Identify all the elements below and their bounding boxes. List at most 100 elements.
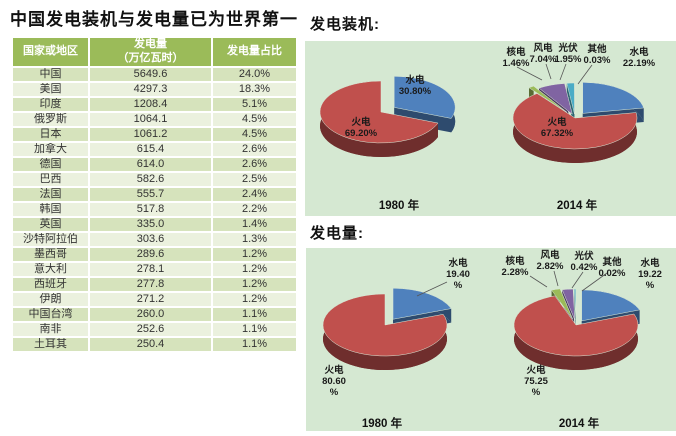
share-cell: 1.2% bbox=[211, 260, 298, 278]
share-cell: 2.5% bbox=[211, 170, 298, 188]
generation-cell: 252.6 bbox=[88, 320, 213, 338]
year-label: 2014 年 bbox=[558, 418, 600, 430]
country-cell: 意大利 bbox=[11, 260, 90, 278]
pie-slice bbox=[573, 288, 577, 321]
share-cell: 1.2% bbox=[211, 275, 298, 293]
year-label: 2014 年 bbox=[556, 200, 598, 212]
country-cell: 韩国 bbox=[11, 200, 90, 218]
share-cell: 4.5% bbox=[211, 110, 298, 128]
generation-cell: 1064.1 bbox=[88, 110, 213, 128]
slice-label: 其他 0.02% bbox=[598, 257, 626, 280]
page-title: 中国发电装机与发电量已为世界第一 bbox=[10, 10, 298, 29]
label-leader-line bbox=[516, 66, 543, 81]
share-cell: 2.6% bbox=[211, 155, 298, 173]
table-row: 伊朗 271.2 1.2% bbox=[11, 290, 298, 308]
label-leader-line bbox=[529, 275, 548, 288]
country-cell: 西班牙 bbox=[11, 275, 90, 293]
share-cell: 24.0% bbox=[211, 65, 298, 83]
share-cell: 4.5% bbox=[211, 125, 298, 143]
pie-slice bbox=[319, 80, 439, 144]
output-charts-panel: 水电 19.40 % 火电 80.60 % 1980 年 核电 2.28% 风电 2.8… bbox=[306, 248, 676, 431]
col-header-generation: 发电量 （万亿瓦时） bbox=[88, 36, 213, 68]
year-label: 1980 年 bbox=[361, 418, 403, 430]
country-cell: 中国 bbox=[11, 65, 90, 83]
pie-chart-canvas bbox=[319, 63, 645, 163]
pie-slice bbox=[581, 289, 641, 322]
pie-slice bbox=[528, 85, 568, 113]
slice-label: 核电 1.46% bbox=[502, 47, 530, 70]
country-cell: 墨西哥 bbox=[11, 245, 90, 263]
table-row: 土耳其 250.4 1.1% bbox=[11, 335, 298, 353]
pie-slice bbox=[561, 288, 576, 321]
col-header-share: 发电量占比 bbox=[211, 36, 298, 68]
country-cell: 南非 bbox=[11, 320, 90, 338]
country-cell: 伊朗 bbox=[11, 290, 90, 308]
table-row: 沙特阿拉伯 303.6 1.3% bbox=[11, 230, 298, 248]
country-cell: 沙特阿拉伯 bbox=[11, 230, 90, 248]
section-title-capacity: 发电装机: bbox=[310, 16, 380, 33]
pie-slice bbox=[582, 82, 645, 114]
pie-slice bbox=[322, 293, 448, 357]
slice-label: 水电 22.19% bbox=[622, 47, 656, 70]
country-cell: 印度 bbox=[11, 95, 90, 113]
generation-cell: 615.4 bbox=[88, 140, 213, 158]
slice-label: 光伏 1.95% bbox=[554, 43, 582, 66]
country-cell: 土耳其 bbox=[11, 335, 90, 353]
year-label: 1980 年 bbox=[378, 200, 420, 212]
table-row: 韩国 517.8 2.2% bbox=[11, 200, 298, 218]
generation-cell: 289.6 bbox=[88, 245, 213, 263]
generation-cell: 4297.3 bbox=[88, 80, 213, 98]
share-cell: 2.2% bbox=[211, 200, 298, 218]
pie-chart-canvas bbox=[322, 270, 641, 370]
table-row: 中国 5649.6 24.0% bbox=[11, 65, 298, 83]
share-cell: 1.1% bbox=[211, 320, 298, 338]
label-leader-line bbox=[416, 281, 448, 297]
country-cell: 日本 bbox=[11, 125, 90, 143]
slice-label: 风电 2.82% bbox=[536, 250, 564, 273]
table-row: 英国 335.0 1.4% bbox=[11, 215, 298, 233]
label-leader-line bbox=[581, 272, 608, 292]
share-cell: 1.2% bbox=[211, 245, 298, 263]
generation-cell: 278.1 bbox=[88, 260, 213, 278]
table-header-row: 国家或地区 发电量 （万亿瓦时） 发电量占比 bbox=[11, 36, 298, 68]
table-row: 俄罗斯 1064.1 4.5% bbox=[11, 110, 298, 128]
share-cell: 5.1% bbox=[211, 95, 298, 113]
country-cell: 巴西 bbox=[11, 170, 90, 188]
generation-cell: 271.2 bbox=[88, 290, 213, 308]
country-cell: 中国台湾 bbox=[11, 305, 90, 323]
generation-cell: 303.6 bbox=[88, 230, 213, 248]
generation-table: 国家或地区 发电量 （万亿瓦时） 发电量占比 中国 5649.6 24.0% 美国 42… bbox=[11, 36, 298, 353]
slice-label: 风电 7.04% bbox=[529, 43, 557, 66]
share-cell: 1.3% bbox=[211, 230, 298, 248]
table-row: 中国台湾 260.0 1.1% bbox=[11, 305, 298, 323]
label-leader-line bbox=[545, 63, 552, 80]
share-cell: 2.6% bbox=[211, 140, 298, 158]
slice-label: 核电 2.28% bbox=[501, 256, 529, 279]
label-leader-line bbox=[577, 64, 593, 85]
table-row: 意大利 278.1 1.2% bbox=[11, 260, 298, 278]
generation-cell: 582.6 bbox=[88, 170, 213, 188]
pie-slice bbox=[393, 76, 456, 119]
share-cell: 2.4% bbox=[211, 185, 298, 203]
generation-cell: 335.0 bbox=[88, 215, 213, 233]
slice-label: 火电 67.32% bbox=[540, 117, 574, 140]
pie-slice bbox=[566, 82, 575, 115]
share-cell: 1.4% bbox=[211, 215, 298, 233]
slice-label: 其他 0.03% bbox=[583, 44, 611, 67]
slice-label: 火电 69.20% bbox=[344, 117, 378, 140]
slice-label: 水电 19.40 % bbox=[446, 258, 470, 292]
pie-slice bbox=[538, 83, 573, 115]
country-cell: 俄罗斯 bbox=[11, 110, 90, 128]
slice-label: 水电 30.80% bbox=[398, 75, 432, 98]
generation-cell: 1061.2 bbox=[88, 125, 213, 143]
table-row: 西班牙 277.8 1.2% bbox=[11, 275, 298, 293]
pie-slice bbox=[513, 295, 639, 357]
generation-cell: 260.0 bbox=[88, 305, 213, 323]
generation-cell: 5649.6 bbox=[88, 65, 213, 83]
country-cell: 美国 bbox=[11, 80, 90, 98]
table-row: 加拿大 615.4 2.6% bbox=[11, 140, 298, 158]
generation-cell: 555.7 bbox=[88, 185, 213, 203]
generation-cell: 277.8 bbox=[88, 275, 213, 293]
table-row: 美国 4297.3 18.3% bbox=[11, 80, 298, 98]
